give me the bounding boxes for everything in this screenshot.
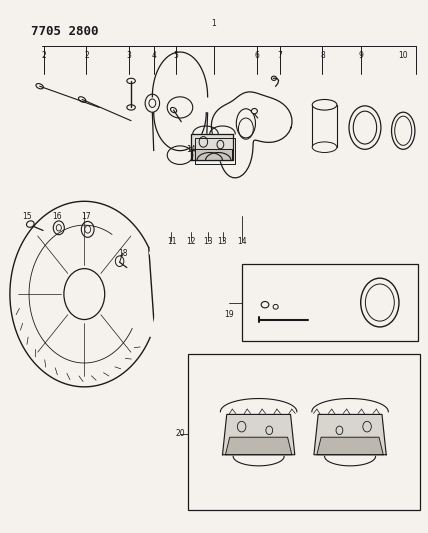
Text: 10: 10 bbox=[398, 51, 408, 60]
Text: 8: 8 bbox=[320, 51, 325, 60]
Text: 18: 18 bbox=[118, 249, 127, 258]
Text: 7705 2800: 7705 2800 bbox=[31, 25, 99, 38]
Text: 15: 15 bbox=[22, 212, 32, 221]
Polygon shape bbox=[223, 415, 295, 455]
Text: 19: 19 bbox=[224, 310, 234, 319]
Text: 2: 2 bbox=[84, 51, 89, 60]
Text: 4: 4 bbox=[152, 51, 157, 60]
Text: 9: 9 bbox=[358, 51, 363, 60]
Text: 13: 13 bbox=[218, 237, 227, 246]
Circle shape bbox=[64, 269, 105, 319]
Polygon shape bbox=[317, 437, 383, 455]
Polygon shape bbox=[190, 134, 233, 160]
Ellipse shape bbox=[27, 221, 34, 227]
Ellipse shape bbox=[312, 100, 337, 110]
Bar bbox=[312, 105, 337, 147]
Bar bbox=[242, 264, 418, 341]
Text: 14: 14 bbox=[237, 237, 247, 246]
Text: 16: 16 bbox=[52, 212, 62, 221]
Text: 11: 11 bbox=[167, 237, 176, 246]
Text: 7: 7 bbox=[277, 51, 282, 60]
Text: 12: 12 bbox=[186, 237, 195, 246]
Polygon shape bbox=[192, 149, 232, 160]
Text: 6: 6 bbox=[254, 51, 259, 60]
Text: 2: 2 bbox=[42, 51, 46, 60]
Text: 14: 14 bbox=[186, 146, 196, 155]
Polygon shape bbox=[226, 437, 292, 455]
Text: 3: 3 bbox=[127, 51, 131, 60]
Polygon shape bbox=[314, 415, 386, 455]
Text: 1: 1 bbox=[211, 19, 217, 28]
Text: 17: 17 bbox=[82, 212, 91, 221]
Bar bbox=[188, 354, 420, 511]
Text: 13: 13 bbox=[203, 237, 212, 246]
Text: 20: 20 bbox=[175, 429, 185, 438]
Ellipse shape bbox=[312, 142, 337, 152]
Text: 5: 5 bbox=[173, 51, 178, 60]
Ellipse shape bbox=[251, 109, 257, 114]
